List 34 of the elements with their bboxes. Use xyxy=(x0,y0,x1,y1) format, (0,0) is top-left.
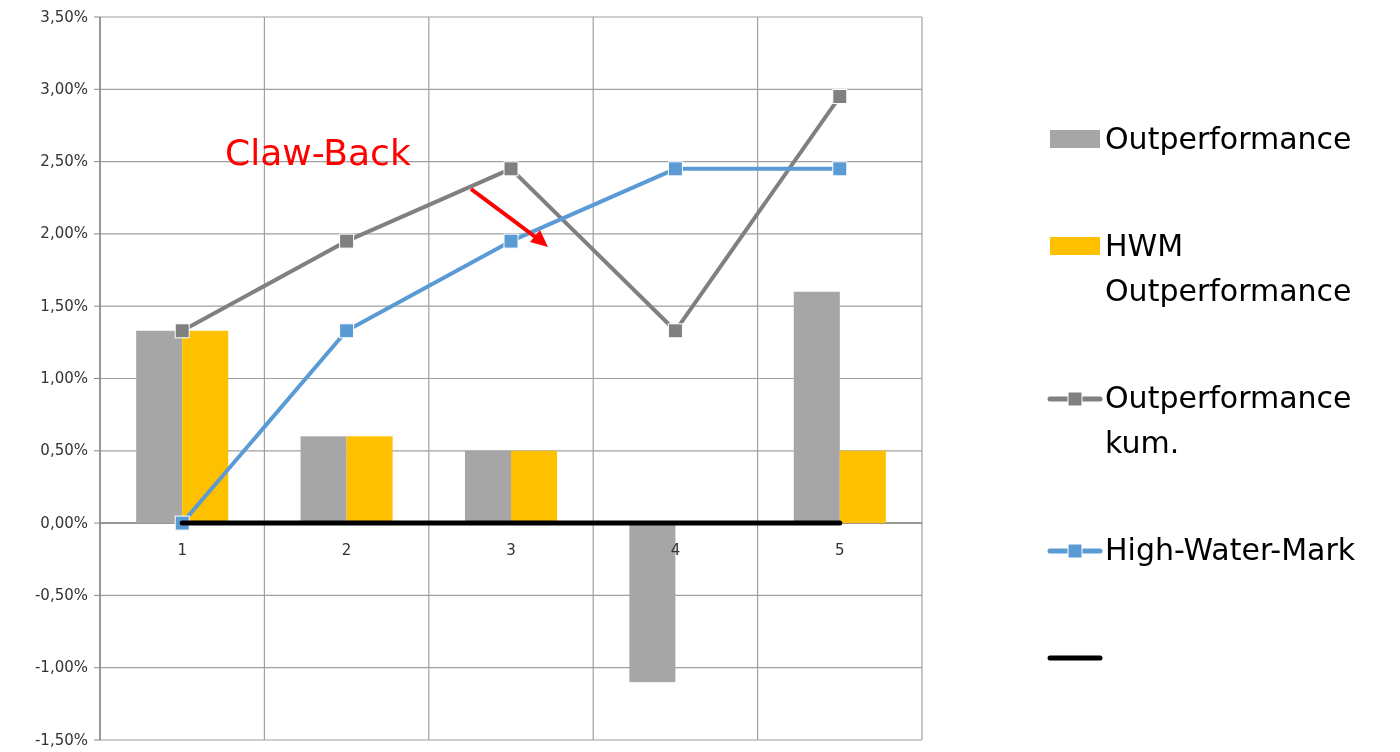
bar xyxy=(839,450,886,524)
point xyxy=(667,323,683,339)
y-tick-label: 3,00% xyxy=(40,79,88,98)
annotation: Claw-Back xyxy=(225,132,411,173)
point xyxy=(667,161,683,177)
y-tick-label: 0,50% xyxy=(40,441,88,460)
y-tick-label: -0,50% xyxy=(34,585,88,604)
bar xyxy=(511,450,558,524)
y-tick-label: 0,00% xyxy=(40,513,88,532)
point xyxy=(339,323,355,339)
legend-label: Outperformance kum. xyxy=(1105,379,1352,460)
y-tick-label: -1,00% xyxy=(34,658,88,677)
y-tick-label: 2,50% xyxy=(40,152,88,171)
point xyxy=(832,161,848,177)
point xyxy=(339,233,355,249)
point xyxy=(174,323,190,339)
y-tick-label: 2,00% xyxy=(40,224,88,243)
legend-label: HWM Outperformance xyxy=(1105,227,1352,308)
bar xyxy=(182,330,229,524)
x-tick-label: 5 xyxy=(835,541,845,560)
y-tick-label: 1,00% xyxy=(40,369,88,387)
y-tick-label: 3,50% xyxy=(40,7,88,26)
point xyxy=(503,161,519,177)
point xyxy=(503,233,519,249)
legend-label: Outperformance xyxy=(1105,120,1352,156)
x-tick-label: 4 xyxy=(670,541,681,560)
bar xyxy=(346,436,393,524)
y-tick-label: 1,50% xyxy=(40,296,88,315)
legend-label: High-Water-Mark xyxy=(1105,531,1356,567)
x-tick-label: 2 xyxy=(341,541,352,560)
point xyxy=(832,89,848,105)
x-tick-label: 3 xyxy=(506,541,516,560)
y-tick-label: -1,50% xyxy=(34,730,88,749)
x-tick-label: 1 xyxy=(177,541,187,560)
